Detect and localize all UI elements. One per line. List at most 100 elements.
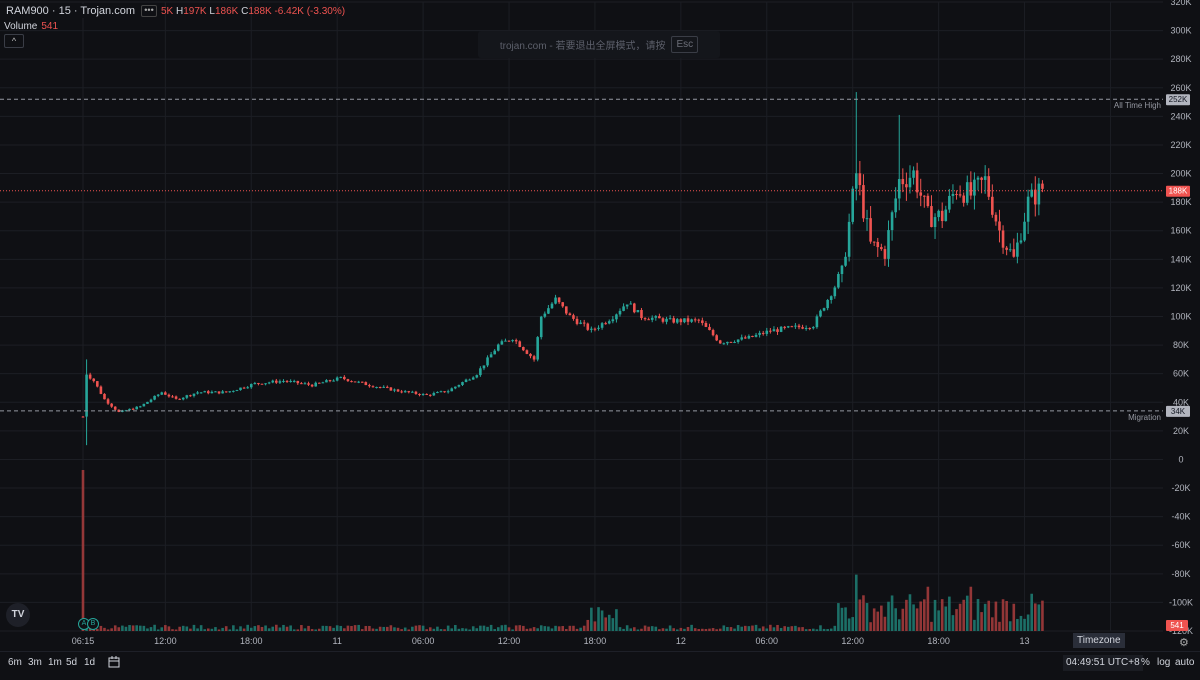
volume-bar <box>701 628 704 631</box>
candle-body <box>661 318 665 322</box>
volume-bar <box>790 626 794 631</box>
candle-body <box>217 391 221 394</box>
volume-bar <box>973 619 976 631</box>
volume-bar <box>439 629 443 631</box>
volume-bar <box>923 599 926 631</box>
volume-bar <box>965 595 969 631</box>
volume-bar <box>625 625 629 631</box>
candle-body <box>844 256 847 266</box>
volume-bar <box>1041 600 1044 631</box>
volume-bar <box>285 626 289 631</box>
percent-toggle[interactable]: % <box>1141 657 1150 668</box>
candle-body <box>407 391 411 393</box>
volume-bar <box>153 624 156 631</box>
timeframe-3m[interactable]: 3m <box>28 657 42 668</box>
candle-body <box>726 341 729 344</box>
fullscreen-toast: trojan.com - 若要退出全屏模式，请按 Esc <box>478 31 720 58</box>
tradingview-logo-icon[interactable]: TV <box>6 603 30 627</box>
candle-body <box>432 393 436 396</box>
bottom-toolbar <box>0 651 1200 676</box>
candle-body <box>131 408 135 410</box>
volume-label[interactable]: Volume <box>4 21 38 32</box>
ohlc-values: 5K H197K L186K C188K -6.42K (-3.30%) <box>161 6 345 17</box>
settings-gear-icon[interactable]: ⚙ <box>1179 637 1189 649</box>
volume-bar <box>801 627 804 631</box>
collapse-legend-icon[interactable]: ^ <box>4 34 24 48</box>
volume-bar <box>317 628 321 631</box>
volume-bar <box>915 608 919 631</box>
volume-bar <box>1023 618 1026 631</box>
timeframe-5d[interactable]: 5d <box>66 657 78 668</box>
candle-body <box>1016 242 1019 257</box>
candle-body <box>579 322 582 324</box>
close-label: C <box>241 5 249 17</box>
volume-bar <box>744 625 747 631</box>
more-options-icon[interactable]: ••• <box>141 5 157 17</box>
clock-readout[interactable]: 04:49:51 UTC+8 <box>1063 655 1143 671</box>
calendar-range-icon[interactable] <box>108 656 121 668</box>
volume-bar <box>686 627 690 631</box>
volume-bar <box>425 629 428 631</box>
volume-bar <box>307 625 310 631</box>
candle-body <box>686 318 690 322</box>
candle-body <box>701 320 704 324</box>
y-tick-label: 300K <box>1170 26 1191 36</box>
candle-body <box>880 247 883 250</box>
timeframe-1m[interactable]: 1m <box>48 657 62 668</box>
candle-body <box>235 390 239 392</box>
volume-bar <box>525 628 529 631</box>
volume-bar <box>292 629 296 631</box>
volume-bar <box>493 629 496 631</box>
volume-bar <box>464 628 468 631</box>
candle-body <box>278 381 282 383</box>
candle-body <box>890 212 894 231</box>
volume-bar <box>579 627 582 631</box>
candle-body <box>296 380 300 384</box>
log-toggle[interactable]: log <box>1157 657 1171 668</box>
candle-body <box>210 391 214 394</box>
volume-bar <box>117 627 121 631</box>
volume-bar <box>958 603 962 631</box>
candle-body <box>607 321 611 324</box>
event-marker-b[interactable]: B <box>87 618 99 630</box>
volume-bar <box>565 629 568 631</box>
volume-bar <box>693 628 697 631</box>
volume-bar <box>181 625 185 631</box>
auto-toggle[interactable]: auto <box>1175 657 1195 668</box>
candle-body <box>869 218 872 242</box>
volume-bar <box>246 624 249 631</box>
volume-bar <box>207 628 210 631</box>
candle-body <box>611 319 615 322</box>
candle-body <box>704 323 708 327</box>
volume-bar <box>235 629 239 631</box>
candle-body <box>475 375 479 378</box>
volume-bar <box>407 629 411 631</box>
candle-body <box>471 377 475 380</box>
candle-body <box>282 380 285 382</box>
volume-bar <box>661 628 665 631</box>
timezone-label[interactable]: Timezone <box>1073 633 1125 648</box>
candle-body <box>783 326 786 328</box>
volume-bar <box>611 618 615 631</box>
volume-bar <box>96 628 99 631</box>
volume-bar <box>894 608 897 631</box>
candle-body <box>224 391 228 393</box>
volume-bar <box>224 626 228 631</box>
volume-bar <box>675 629 679 631</box>
candle-body <box>629 303 633 305</box>
candle-body <box>378 386 382 388</box>
volume-bar <box>905 599 908 631</box>
timeframe-1d[interactable]: 1d <box>84 657 96 668</box>
volume-bar <box>983 603 987 631</box>
volume-bar <box>722 625 726 631</box>
volume-bar <box>887 601 890 631</box>
timeframe-6m[interactable]: 6m <box>8 657 22 668</box>
volume-bar <box>350 625 353 631</box>
candle-body <box>554 297 557 304</box>
volume-bar <box>586 619 590 631</box>
candle-body <box>948 195 951 210</box>
candle-body <box>937 210 940 218</box>
symbol-title[interactable]: RAM900 · 15 · Trojan.com <box>4 4 137 18</box>
